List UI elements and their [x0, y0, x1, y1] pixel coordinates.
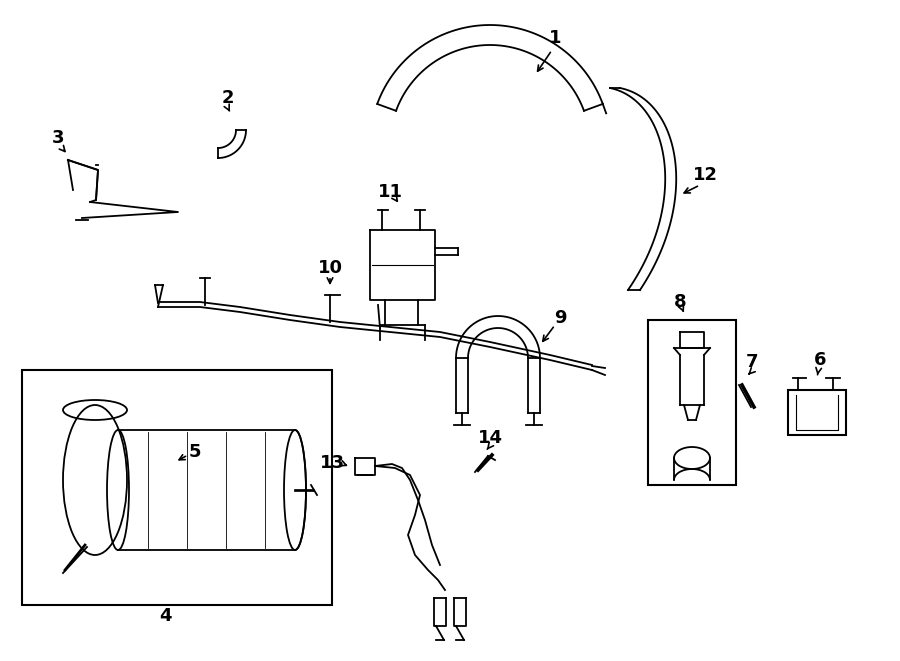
Text: 13: 13	[320, 454, 345, 472]
Text: 2: 2	[221, 89, 234, 107]
Text: 4: 4	[158, 607, 171, 625]
Text: 11: 11	[377, 183, 402, 201]
Text: 8: 8	[674, 293, 687, 311]
Text: 14: 14	[478, 429, 502, 447]
Text: 3: 3	[52, 129, 64, 147]
Text: 12: 12	[692, 166, 717, 184]
Text: 7: 7	[746, 353, 758, 371]
Text: 5: 5	[189, 443, 202, 461]
Bar	[22, 370, 332, 605]
Text: 6: 6	[814, 351, 826, 369]
Text: 1: 1	[549, 29, 562, 47]
Bar	[648, 320, 736, 485]
Bar	[788, 390, 846, 435]
Text: 10: 10	[318, 259, 343, 277]
Text: 9: 9	[554, 309, 566, 327]
